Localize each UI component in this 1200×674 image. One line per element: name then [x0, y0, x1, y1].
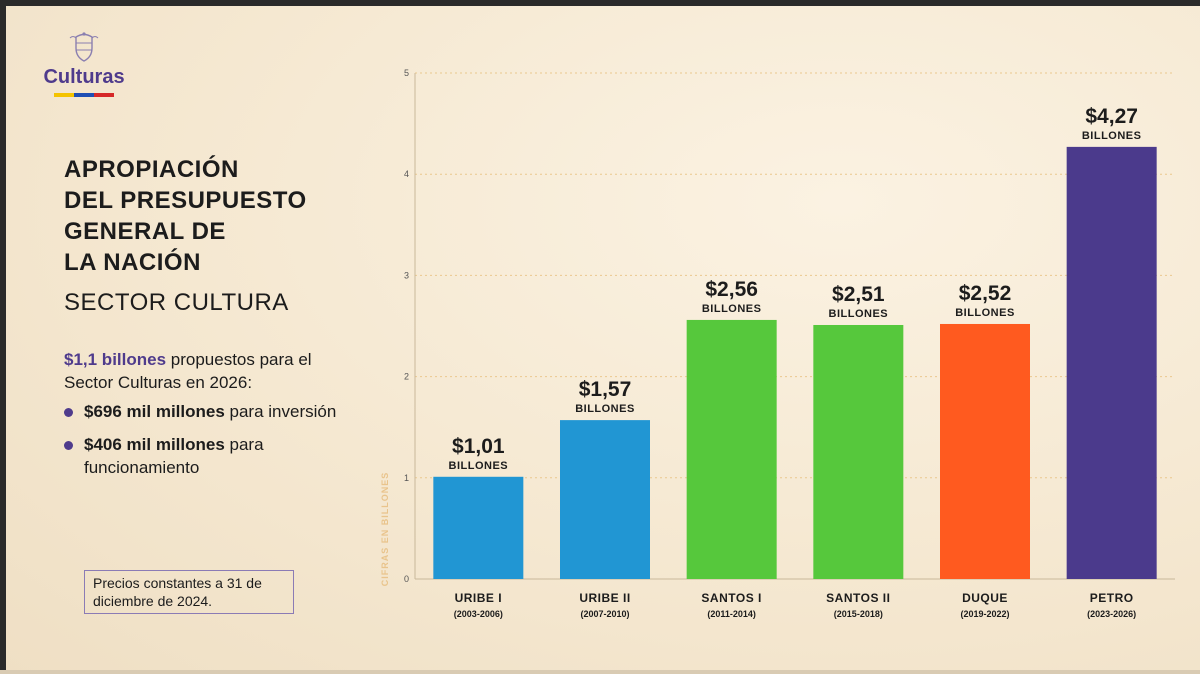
x-tick-label: SANTOS I — [701, 591, 761, 605]
bar-value-label: $1,57 — [579, 378, 632, 401]
bar-value-label: $2,56 — [705, 278, 758, 301]
bullet-bold: $406 mil millones — [84, 435, 225, 454]
flag-blue — [74, 93, 94, 97]
bullet-rest: para inversión — [224, 402, 337, 421]
title-line: APROPIACIÓN — [64, 156, 239, 183]
frame-bottom — [0, 670, 1200, 674]
bar-unit-label: BILLONES — [1082, 130, 1142, 142]
bar — [686, 319, 777, 579]
bar-unit-label: BILLONES — [702, 303, 762, 315]
bar-value-label: $1,01 — [452, 435, 505, 458]
bar-value-label: $2,51 — [832, 283, 885, 306]
proposal-rest: propuestos para el Sector Culturas en 20… — [64, 350, 312, 392]
x-tick-period: (2007-2010) — [580, 609, 629, 619]
prices-note: Precios constantes a 31 de diciembre de … — [84, 570, 294, 614]
x-tick-period: (2003-2006) — [454, 609, 503, 619]
bullet-item: $406 mil millones para funcionamiento — [64, 433, 354, 479]
bar-value-label: $4,27 — [1085, 105, 1138, 128]
bullet-dot-icon — [64, 441, 73, 450]
y-tick-label: 2 — [404, 372, 409, 382]
bar — [1066, 146, 1157, 579]
frame-top — [0, 0, 1200, 6]
frame-left — [0, 0, 6, 674]
y-tick-label: 3 — [404, 270, 409, 280]
title-line: LA NACIÓN — [64, 249, 201, 276]
title-line: GENERAL DE — [64, 218, 226, 245]
x-tick-period: (2023-2026) — [1087, 609, 1136, 619]
x-tick-period: (2019-2022) — [960, 609, 1009, 619]
bullet-bold: $696 mil millones — [84, 402, 225, 421]
flag-red — [94, 93, 114, 97]
bar-chart: 0 1 2 3 4 5 CIFRAS EN BILLONES $1,01 BILLONES URI… — [380, 68, 1175, 619]
y-tick-label: 5 — [404, 68, 409, 78]
y-tick-label: 0 — [404, 574, 409, 584]
bullet-dot-icon — [64, 408, 73, 417]
flag-stripe — [54, 93, 114, 97]
bar-unit-label: BILLONES — [449, 460, 509, 472]
x-tick-period: (2011-2014) — [707, 609, 756, 619]
logo: Culturas — [36, 30, 132, 97]
bar — [813, 324, 904, 579]
x-tick-period: (2015-2018) — [834, 609, 883, 619]
x-tick-label: URIBE I — [455, 591, 503, 605]
bar-unit-label: BILLONES — [955, 307, 1015, 319]
bar-unit-label: BILLONES — [829, 308, 889, 320]
bar-value-label: $2,52 — [959, 282, 1012, 305]
x-tick-label: SANTOS II — [826, 591, 890, 605]
x-tick-label: URIBE II — [579, 591, 630, 605]
proposal-text: $1,1 billones propuestos para el Sector … — [64, 348, 354, 394]
bar — [560, 420, 650, 579]
y-tick-label: 4 — [404, 169, 409, 179]
flag-yellow — [54, 93, 74, 97]
title-line: DEL PRESUPUESTO — [64, 187, 307, 214]
bullet-list: $696 mil millones para inversión $406 mi… — [64, 400, 354, 489]
bar — [433, 476, 524, 579]
bullet-rest: para funcionamiento — [84, 435, 264, 477]
x-tick-label: DUQUE — [962, 591, 1008, 605]
bar-unit-label: BILLONES — [575, 403, 635, 415]
coat-of-arms-icon — [69, 32, 99, 62]
bar — [940, 323, 1030, 579]
page-subtitle: SECTOR CULTURA — [64, 289, 289, 316]
proposal-amount: $1,1 billones — [64, 350, 167, 369]
bullet-item: $696 mil millones para inversión — [64, 400, 354, 423]
page-title: APROPIACIÓN DEL PRESUPUESTO GENERAL DE L… — [64, 154, 307, 278]
logo-text: Culturas — [43, 66, 125, 88]
x-tick-label: PETRO — [1090, 591, 1134, 605]
y-tick-label: 1 — [404, 473, 409, 483]
y-axis-label: CIFRAS EN BILLONES — [380, 472, 390, 587]
